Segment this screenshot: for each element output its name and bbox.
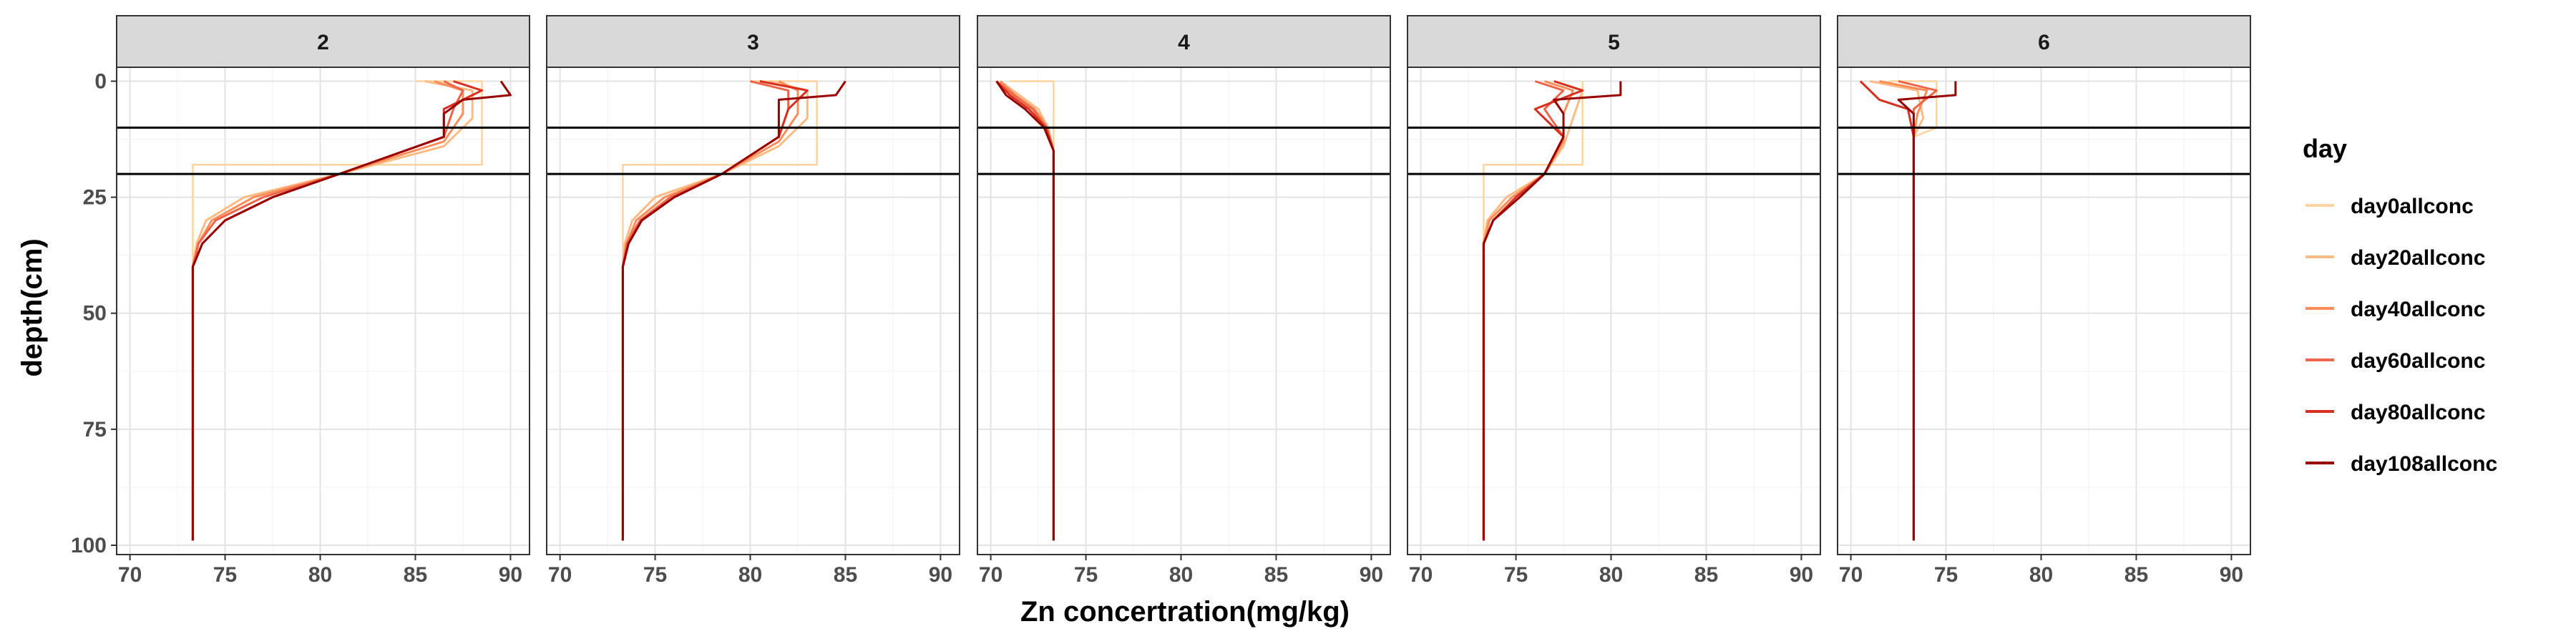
series-line-day108allconc bbox=[1482, 81, 1622, 541]
legend-label: day108allconc bbox=[2351, 452, 2497, 476]
x-tick-label: 75 bbox=[1074, 563, 1098, 587]
facet-panel-2: 2 70 75 80 85 90 bbox=[116, 15, 530, 587]
facet-strip-label: 5 bbox=[1608, 31, 1620, 54]
facet-panel-4: 4 70 75 80 85 90 bbox=[977, 15, 1391, 587]
x-tick-label: 85 bbox=[1264, 563, 1288, 587]
panel-border bbox=[977, 67, 1391, 555]
x-tick-label: 90 bbox=[1360, 563, 1383, 587]
plot-area bbox=[1838, 67, 2250, 555]
y-tick-label: 100 bbox=[71, 534, 107, 557]
x-tick-label: 80 bbox=[2029, 563, 2053, 587]
panel-border bbox=[546, 67, 960, 555]
x-tick-label: 85 bbox=[834, 563, 857, 587]
legend-entry-day108allconc: day108allconc bbox=[2306, 452, 2497, 476]
legend-entry-day80allconc: day80allconc bbox=[2306, 401, 2485, 424]
legend-label: day20allconc bbox=[2351, 246, 2485, 270]
facet-panel-3: 3 70 75 80 85 90 bbox=[546, 15, 960, 587]
x-tick-label: 70 bbox=[548, 563, 572, 587]
x-tick-label: 75 bbox=[643, 563, 667, 587]
x-axis-title: Zn concertration(mg/kg) bbox=[1020, 596, 1350, 628]
plot-area bbox=[1407, 67, 1820, 555]
series-line-day60allconc bbox=[191, 80, 464, 541]
x-tick-label: 90 bbox=[499, 563, 522, 587]
x-tick-label: 75 bbox=[1504, 563, 1528, 587]
y-axis-title: depth(cm) bbox=[16, 238, 48, 376]
x-tick-label: 90 bbox=[929, 563, 952, 587]
panel-border bbox=[1407, 67, 1821, 555]
facet-strip bbox=[1407, 15, 1821, 68]
legend-label: day40allconc bbox=[2351, 298, 2485, 321]
x-tick-label: 90 bbox=[1790, 563, 1813, 587]
series-line-day108allconc bbox=[995, 80, 1055, 541]
series-line-day0allconc bbox=[622, 80, 818, 541]
legend-entry-day60allconc: day60allconc bbox=[2306, 349, 2485, 373]
y-tick-label: 0 bbox=[94, 69, 107, 93]
legend-entry-day20allconc: day20allconc bbox=[2306, 246, 2485, 270]
x-tick-label: 70 bbox=[1839, 563, 1863, 587]
legend-entry-day0allconc: day0allconc bbox=[2306, 195, 2474, 218]
plot-area bbox=[977, 67, 1390, 555]
legend-label: day80allconc bbox=[2351, 401, 2485, 424]
y-tick-label: 75 bbox=[83, 418, 107, 441]
plot-area bbox=[117, 67, 530, 555]
panel-border bbox=[1837, 67, 2251, 555]
legend-title: day bbox=[2303, 134, 2347, 163]
x-tick-label: 70 bbox=[118, 563, 142, 587]
plot-area bbox=[547, 67, 960, 555]
facet-strip bbox=[1837, 15, 2251, 68]
x-tick-label: 90 bbox=[2220, 563, 2243, 587]
legend-entry-day40allconc: day40allconc bbox=[2306, 298, 2485, 321]
facet-strip bbox=[977, 15, 1391, 68]
x-tick-label: 85 bbox=[2124, 563, 2148, 587]
x-tick-label: 80 bbox=[1169, 563, 1193, 587]
x-tick-label: 80 bbox=[738, 563, 762, 587]
x-tick-label: 70 bbox=[979, 563, 1002, 587]
facet-strip-label: 4 bbox=[1178, 31, 1190, 54]
x-tick-label: 80 bbox=[1599, 563, 1623, 587]
facet-strip-label: 6 bbox=[2038, 31, 2050, 54]
facet-strip-label: 3 bbox=[747, 31, 759, 54]
gridlines bbox=[1407, 67, 1820, 555]
facet-panel-5: 5 70 75 80 85 90 bbox=[1407, 15, 1821, 587]
panels-layer: 2 70 75 80 85 90 3 70 75 80 85 90 4 70 75 80 85 90 5 70 75 80… bbox=[71, 15, 2251, 587]
panel-border bbox=[116, 67, 530, 555]
y-tick-label: 50 bbox=[83, 302, 107, 326]
facet-strip-label: 2 bbox=[317, 31, 329, 54]
x-tick-label: 85 bbox=[1694, 563, 1718, 587]
x-tick-label: 80 bbox=[308, 563, 332, 587]
x-tick-label: 85 bbox=[404, 563, 427, 587]
facet-strip bbox=[116, 15, 530, 68]
x-tick-label: 75 bbox=[1934, 563, 1958, 587]
legend-label: day0allconc bbox=[2351, 195, 2474, 218]
y-tick-label: 25 bbox=[83, 186, 107, 210]
gridlines bbox=[1838, 67, 2250, 555]
legend: day day0allconc day20allconc day40allconc d… bbox=[2303, 134, 2497, 476]
series-line-day108allconc bbox=[1897, 81, 1957, 541]
gridlines bbox=[977, 67, 1390, 555]
x-tick-label: 70 bbox=[1409, 563, 1433, 587]
legend-label: day60allconc bbox=[2351, 349, 2485, 373]
gridlines bbox=[117, 67, 530, 555]
facet-panel-6: 6 70 75 80 85 90 bbox=[1837, 15, 2251, 587]
x-tick-label: 75 bbox=[213, 563, 237, 587]
series-line-day0allconc bbox=[192, 80, 483, 541]
